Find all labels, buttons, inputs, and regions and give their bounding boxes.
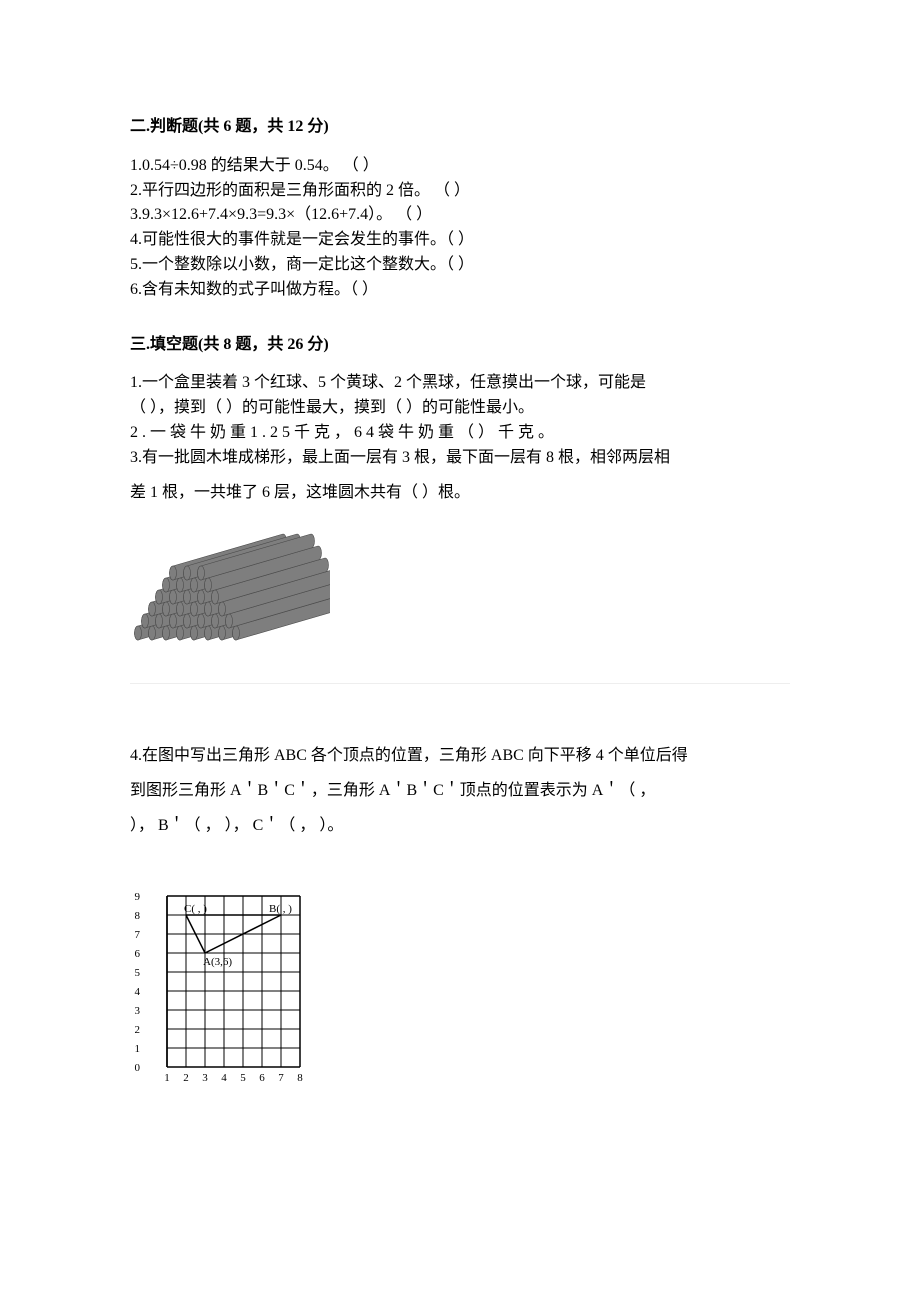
s3-q4-line3: ）， B＇（ ， ）， C＇（ ， ）。	[130, 814, 790, 839]
s2-q6: 6.含有未知数的式子叫做方程。（ ）	[130, 278, 790, 303]
svg-text:8: 8	[135, 910, 141, 922]
section-2: 二.判断题(共 6 题，共 12 分) 1.0.54÷0.98 的结果大于 0.…	[130, 115, 790, 303]
section-2-heading: 二.判断题(共 6 题，共 12 分)	[130, 115, 790, 140]
svg-text:8: 8	[297, 1072, 303, 1084]
s3-q3-line2: 差 1 根，一共堆了 6 层，这堆圆木共有（ ）根。	[130, 481, 790, 506]
svg-text:C( , ): C( , )	[184, 903, 207, 915]
s2-q3: 3.9.3×12.6+7.4×9.3=9.3×（12.6+7.4）。 （ ）	[130, 203, 790, 228]
spacer	[130, 769, 790, 779]
s2-q5: 5.一个整数除以小数，商一定比这个整数大。（ ）	[130, 253, 790, 278]
svg-text:A(3,6): A(3,6)	[203, 956, 232, 968]
svg-text:4: 4	[221, 1072, 227, 1084]
page: 二.判断题(共 6 题，共 12 分) 1.0.54÷0.98 的结果大于 0.…	[0, 0, 920, 1207]
svg-text:5: 5	[240, 1072, 246, 1084]
s2-q2: 2.平行四边形的面积是三角形面积的 2 倍。 （ ）	[130, 179, 790, 204]
s3-q3-line1: 3.有一批圆木堆成梯形，最上面一层有 3 根，最下面一层有 8 根，相邻两层相	[130, 446, 790, 471]
svg-text:0: 0	[135, 1062, 141, 1074]
svg-text:1: 1	[135, 1043, 141, 1055]
svg-text:7: 7	[135, 929, 141, 941]
s2-q1: 1.0.54÷0.98 的结果大于 0.54。 （ ）	[130, 154, 790, 179]
log-pile-figure	[130, 523, 790, 643]
svg-text:7: 7	[278, 1072, 284, 1084]
section-3-q4: 4.在图中写出三角形 ABC 各个顶点的位置，三角形 ABC 向下平移 4 个单…	[130, 744, 790, 1086]
svg-text:6: 6	[135, 948, 141, 960]
spacer	[130, 471, 790, 481]
s3-q2: 2 . 一 袋 牛 奶 重 1 . 2 5 千 克 ， 6 4 袋 牛 奶 重 …	[130, 421, 790, 446]
svg-text:1: 1	[164, 1072, 170, 1084]
page-divider	[130, 683, 790, 684]
triangle-grid-figure: 0 1 2 3 4 5 6 7 8 9 1 2 3 4 5 6 7 8 C( , ) B( , ) A(3,6)	[130, 857, 790, 1087]
section-3-heading: 三.填空题(共 8 题，共 26 分)	[130, 333, 790, 358]
triangle-grid-icon: 0 1 2 3 4 5 6 7 8 9 1 2 3 4 5 6 7 8 C( , ) B( , ) A(3,6)	[130, 857, 310, 1087]
section-3: 三.填空题(共 8 题，共 26 分) 1.一个盒里装着 3 个红球、5 个黄球…	[130, 333, 790, 644]
spacer	[130, 804, 790, 814]
svg-text:2: 2	[135, 1024, 141, 1036]
svg-text:5: 5	[135, 967, 141, 979]
s2-q4: 4.可能性很大的事件就是一定会发生的事件。（ ）	[130, 228, 790, 253]
svg-text:3: 3	[135, 1005, 141, 1017]
svg-text:9: 9	[135, 891, 141, 903]
s3-q1-line2: （ ），摸到（ ）的可能性最大，摸到（ ）的可能性最小。	[130, 396, 790, 421]
s3-q4-line1: 4.在图中写出三角形 ABC 各个顶点的位置，三角形 ABC 向下平移 4 个单…	[130, 744, 790, 769]
svg-text:B( , ): B( , )	[269, 903, 292, 915]
svg-text:4: 4	[135, 986, 141, 998]
s3-q4-line2: 到图形三角形 A＇B＇C＇，三角形 A＇B＇C＇顶点的位置表示为 A＇（ ，	[130, 779, 790, 804]
s3-q1-line1: 1.一个盒里装着 3 个红球、5 个黄球、2 个黑球，任意摸出一个球，可能是	[130, 371, 790, 396]
log-pile-icon	[130, 523, 330, 643]
svg-text:6: 6	[259, 1072, 265, 1084]
svg-text:3: 3	[202, 1072, 208, 1084]
svg-text:2: 2	[183, 1072, 189, 1084]
